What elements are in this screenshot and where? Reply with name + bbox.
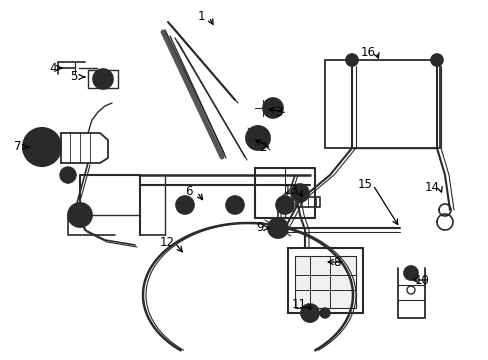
Circle shape — [60, 167, 76, 183]
Text: 10: 10 — [414, 274, 428, 287]
Text: 7: 7 — [14, 140, 21, 153]
Text: 16: 16 — [360, 45, 375, 58]
Text: 8: 8 — [333, 256, 340, 269]
Circle shape — [36, 141, 48, 153]
Circle shape — [77, 212, 83, 218]
Circle shape — [267, 218, 287, 238]
Circle shape — [93, 69, 113, 89]
Circle shape — [263, 98, 283, 118]
Text: 9: 9 — [256, 221, 263, 234]
Circle shape — [274, 225, 281, 231]
Circle shape — [101, 77, 105, 81]
Circle shape — [301, 304, 318, 322]
Text: 15: 15 — [357, 179, 372, 192]
Text: 14: 14 — [424, 181, 439, 194]
Text: 13: 13 — [283, 184, 298, 198]
Text: 2: 2 — [259, 141, 266, 154]
Circle shape — [403, 266, 417, 280]
Bar — [294, 256, 355, 308]
Text: 11: 11 — [291, 297, 306, 310]
Circle shape — [245, 126, 269, 150]
Circle shape — [433, 57, 439, 63]
Circle shape — [346, 54, 357, 66]
Circle shape — [307, 311, 311, 315]
Text: 12: 12 — [159, 237, 174, 249]
Circle shape — [290, 184, 308, 202]
Circle shape — [68, 203, 92, 227]
Circle shape — [430, 54, 442, 66]
Circle shape — [232, 203, 237, 207]
Circle shape — [270, 105, 275, 111]
Text: 4: 4 — [49, 62, 57, 75]
Circle shape — [275, 196, 293, 214]
Text: 3: 3 — [275, 107, 282, 120]
Bar — [287, 248, 362, 313]
Circle shape — [183, 203, 186, 207]
Circle shape — [23, 128, 61, 166]
Text: 1: 1 — [197, 10, 204, 23]
Text: 6: 6 — [185, 185, 192, 198]
Text: 5: 5 — [70, 71, 78, 84]
Circle shape — [348, 57, 354, 63]
Circle shape — [283, 203, 286, 207]
Bar — [325, 60, 439, 148]
Circle shape — [319, 308, 329, 318]
Circle shape — [39, 144, 45, 150]
Circle shape — [176, 196, 194, 214]
Circle shape — [225, 196, 244, 214]
